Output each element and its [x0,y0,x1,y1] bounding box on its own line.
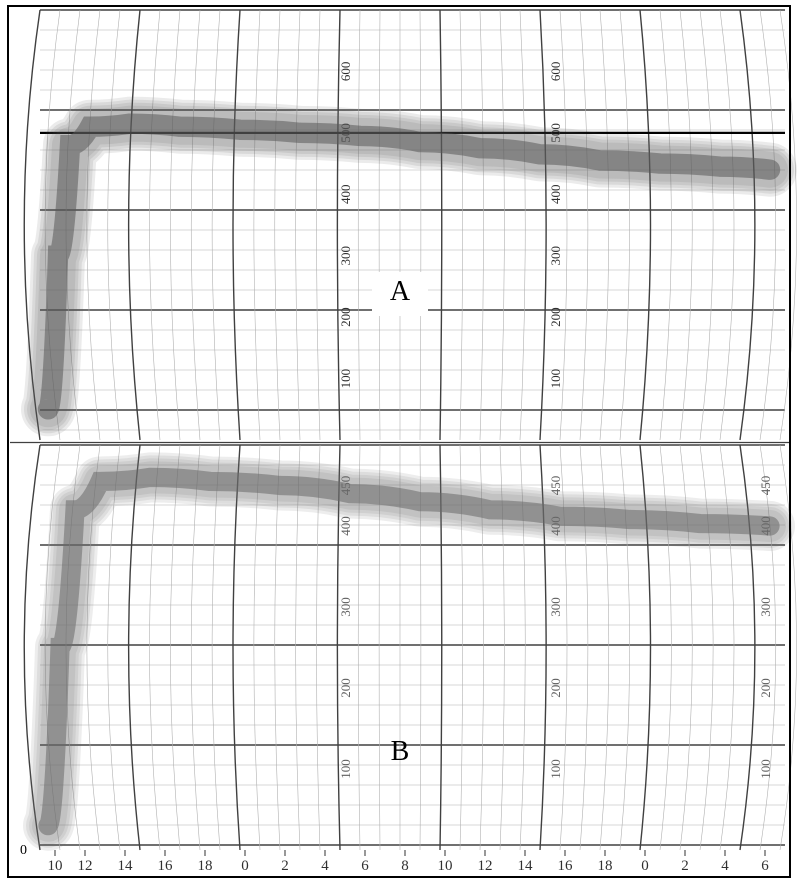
x-tick-label: 16 [158,858,174,874]
y-tick-label: 400 [548,185,563,205]
y-tick-label: 100 [338,369,353,389]
x-tick-label: 18 [598,858,613,874]
x-tick-label: 4 [721,858,729,874]
x-tick-label: 6 [761,858,769,874]
y-tick-label: 300 [758,597,773,617]
y-tick-label: 300 [548,246,563,266]
panel-label-B: B [391,736,410,767]
y-tick-label: 200 [338,678,353,698]
x-tick-label: 10 [48,858,63,874]
y-tick-label: 400 [338,185,353,205]
x-tick-label: 0 [241,858,249,874]
x-tick-label: 2 [681,858,689,874]
x-tick-label: 0 [641,858,649,874]
recorder-chart: 100200300400500600100200300400500600A100… [0,0,800,885]
y-tick-label: 300 [548,597,563,617]
x-tick-label: 8 [401,858,409,874]
y-tick-label: 100 [548,759,563,779]
origin-label: 0 [20,843,27,858]
x-tick-label: 2 [281,858,289,874]
x-tick-label: 18 [198,858,213,874]
x-tick-label: 4 [321,858,329,874]
y-tick-label: 200 [338,307,353,327]
x-tick-label: 16 [558,858,574,874]
y-tick-label: 600 [548,62,563,82]
y-tick-label: 200 [548,678,563,698]
y-tick-label: 100 [338,759,353,779]
x-tick-label: 14 [518,858,534,874]
y-tick-label: 200 [548,307,563,327]
x-tick-label: 12 [478,858,493,874]
y-tick-label: 600 [338,62,353,82]
y-tick-label: 450 [758,476,773,496]
y-tick-label: 100 [548,369,563,389]
x-tick-label: 12 [78,858,93,874]
y-tick-label: 300 [338,597,353,617]
x-tick-label: 10 [438,858,453,874]
y-tick-label: 300 [338,246,353,266]
y-tick-label: 400 [338,516,353,536]
y-tick-label: 100 [758,759,773,779]
panel-label-A: A [390,276,411,307]
x-tick-label: 6 [361,858,369,874]
x-tick-label: 14 [118,858,134,874]
y-tick-label: 200 [758,678,773,698]
